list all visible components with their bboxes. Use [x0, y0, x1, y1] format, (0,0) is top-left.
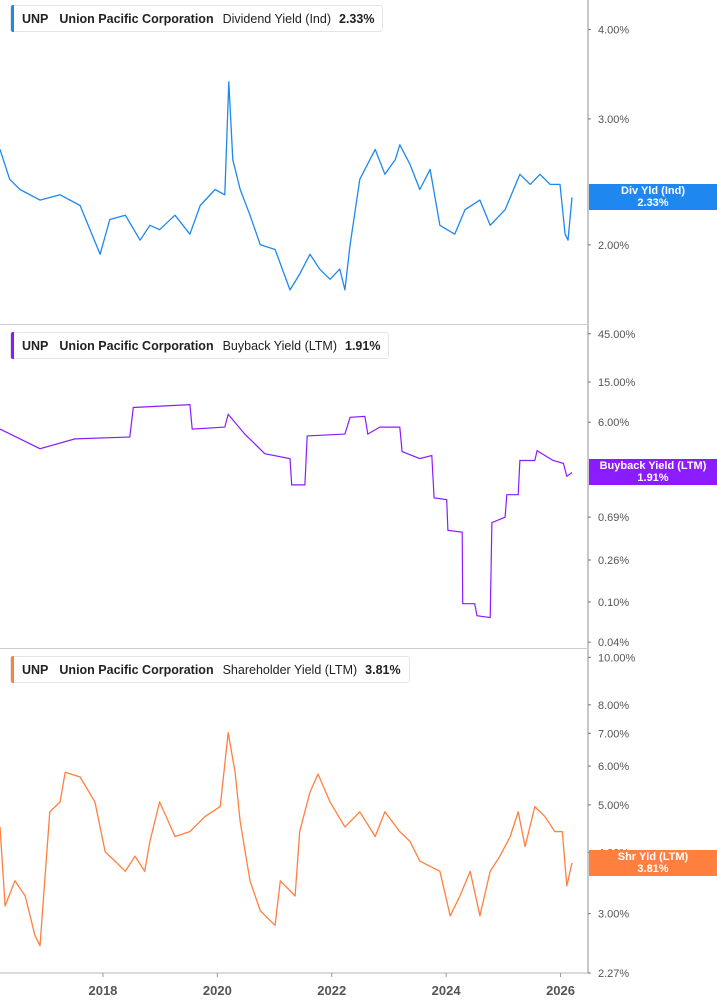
- legend-value: 1.91%: [345, 338, 381, 353]
- y-tick-label: 0.10%: [598, 597, 629, 609]
- x-tick-label: 2020: [203, 983, 232, 998]
- y-tick-label: 10.00%: [598, 652, 636, 664]
- y-tick-label: 2.27%: [598, 968, 629, 980]
- value-tag-dividend-yield: Div Yld (Ind) 2.33%: [589, 184, 717, 211]
- tag-label: Shr Yld (LTM): [617, 850, 689, 863]
- legend-ticker: UNP: [22, 338, 49, 353]
- x-tick-label: 2024: [432, 983, 462, 998]
- legend-metric: Shareholder Yield (LTM): [222, 662, 358, 677]
- y-tick-label: 8.00%: [598, 700, 629, 712]
- y-tick-label: 0.26%: [598, 555, 629, 567]
- legend-metric: Dividend Yield (Ind): [222, 11, 331, 26]
- y-tick-label: 0.04%: [598, 637, 629, 649]
- legend-buyback-yield: UNP Union Pacific Corporation Buyback Yi…: [10, 332, 390, 359]
- legend-color-bar: [11, 332, 14, 359]
- x-tick-label: 2022: [317, 983, 346, 998]
- legend-color-bar: [11, 656, 14, 683]
- x-tick-label: 2018: [88, 983, 117, 998]
- legend-company: Union Pacific Corporation: [59, 662, 214, 677]
- legend-value: 2.33%: [339, 11, 375, 26]
- y-tick-label: 7.00%: [598, 728, 629, 740]
- legend-color-bar: [11, 5, 14, 32]
- series-line-2: [0, 732, 573, 947]
- tag-value: 2.33%: [637, 197, 669, 210]
- series-line-0: [0, 81, 573, 291]
- legend-value: 3.81%: [365, 662, 401, 677]
- value-tag-buyback-yield: Buyback Yield (LTM) 1.91%: [589, 459, 717, 486]
- y-tick-label: 5.00%: [598, 800, 629, 812]
- value-tag-shareholder-yield: Shr Yld (LTM) 3.81%: [589, 849, 717, 876]
- tag-label: Div Yld (Ind): [621, 185, 685, 198]
- legend-ticker: UNP: [22, 662, 49, 677]
- y-tick-label: 3.00%: [598, 909, 629, 921]
- tag-value: 1.91%: [637, 472, 669, 485]
- y-tick-label: 6.00%: [598, 417, 629, 429]
- legend-company: Union Pacific Corporation: [59, 338, 214, 353]
- y-tick-label: 6.00%: [598, 761, 629, 773]
- legend-metric: Buyback Yield (LTM): [222, 338, 337, 353]
- series-line-1: [0, 403, 573, 619]
- legend-dividend-yield: UNP Union Pacific Corporation Dividend Y…: [10, 5, 384, 32]
- y-tick-label: 2.00%: [598, 240, 629, 252]
- tag-value: 3.81%: [637, 862, 669, 875]
- y-tick-label: 45.00%: [598, 329, 636, 341]
- legend-company: Union Pacific Corporation: [59, 11, 214, 26]
- legend-shareholder-yield: UNP Union Pacific Corporation Shareholde…: [10, 656, 410, 683]
- y-tick-label: 3.00%: [598, 114, 629, 126]
- y-tick-label: 4.00%: [598, 25, 629, 37]
- legend-ticker: UNP: [22, 11, 49, 26]
- x-tick-label: 2026: [546, 983, 575, 998]
- y-tick-label: 15.00%: [598, 377, 636, 389]
- tag-label: Buyback Yield (LTM): [599, 460, 707, 473]
- y-tick-label: 0.69%: [598, 512, 629, 524]
